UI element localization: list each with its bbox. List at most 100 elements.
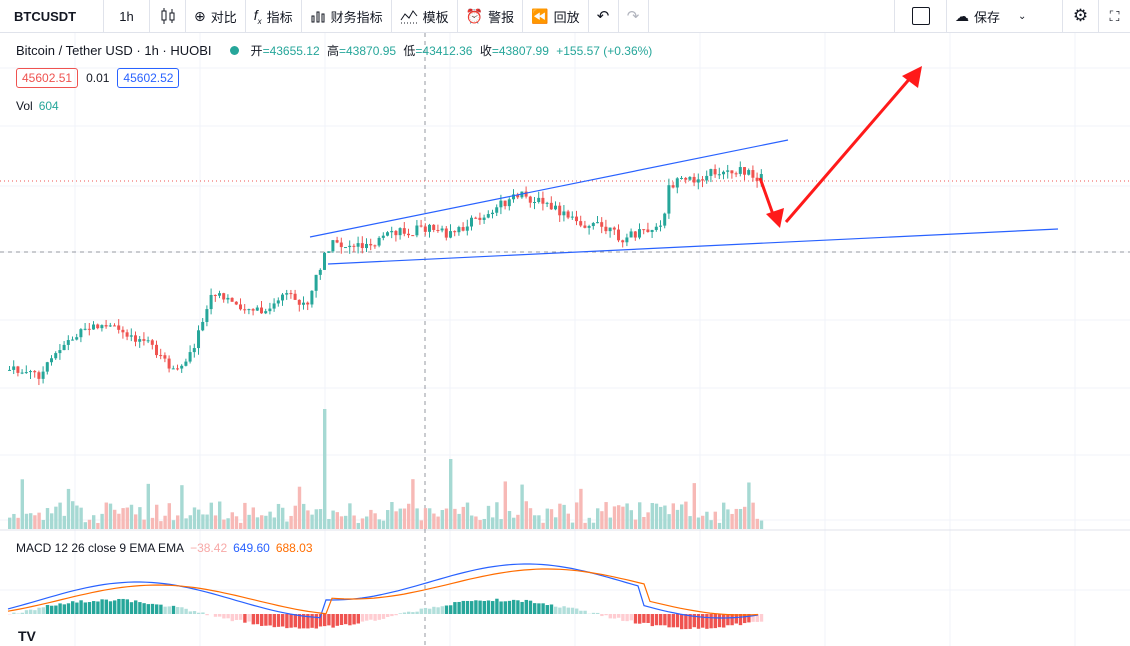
volume-bar [663, 505, 667, 529]
macd-line-value: 649.60 [233, 541, 270, 555]
volume-bar [12, 513, 16, 529]
settings-button[interactable]: ⚙ [1062, 0, 1098, 32]
macd-hist-bar [96, 601, 100, 614]
macd-hist-bar [428, 608, 432, 614]
volume-bar [255, 517, 260, 529]
layout-button[interactable] [894, 0, 946, 32]
volume-bar [457, 513, 461, 529]
candle-body [360, 243, 364, 249]
macd-hist-bar [243, 614, 247, 623]
volume-bar [243, 502, 247, 529]
macd-signal-line [7, 568, 759, 616]
candle-body [629, 231, 633, 238]
candle-body [503, 200, 507, 207]
candle-body [365, 243, 368, 249]
macd-hist-bar [121, 598, 125, 614]
candle-body [251, 309, 255, 311]
alert-button[interactable]: ⏰ 警报 [458, 0, 524, 32]
candle-body [121, 329, 125, 333]
undo-button[interactable]: ↶ [589, 0, 619, 32]
candle-body [436, 229, 440, 231]
candle-body [113, 325, 116, 327]
candle-body [659, 225, 662, 227]
macd-hist-bar [629, 614, 633, 621]
volume-bar [163, 515, 167, 529]
volume-bar [113, 509, 117, 529]
volume-bar [675, 509, 680, 529]
volume-bar [692, 483, 696, 529]
macd-hist-bar [20, 612, 24, 614]
volume-bar [41, 520, 45, 529]
volume-bar [696, 517, 701, 529]
volume-bar [713, 511, 717, 529]
candle-body [339, 242, 343, 248]
candle-body [453, 231, 457, 233]
templates-button[interactable]: 模板 [392, 0, 458, 32]
volume-bar [125, 507, 129, 529]
macd-hist-bar [234, 614, 239, 621]
volume-bar [75, 505, 79, 529]
volume-bar [478, 520, 482, 529]
macd-hist-bar [650, 614, 654, 627]
fullscreen-button[interactable]: ⛶ [1098, 0, 1130, 32]
close-value: =43807.99 [491, 44, 549, 58]
candle-body [66, 340, 70, 345]
volume-bar [96, 522, 100, 529]
macd-hist-bar [352, 614, 356, 625]
interval-button[interactable]: 1h [104, 0, 150, 32]
macd-hist-bar [659, 614, 663, 626]
symbol-search-button[interactable]: BTCUSDT [0, 0, 104, 32]
macd-hist-bar [92, 601, 96, 614]
buy-price-button[interactable]: 45602.52 [117, 68, 180, 88]
volume-value: 604 [38, 99, 59, 113]
macd-hist-bar [75, 602, 79, 614]
volume-bar [394, 511, 398, 529]
sell-price-button[interactable]: 45602.51 [16, 68, 79, 88]
candle-body [331, 240, 335, 252]
high-value: =43870.95 [338, 44, 397, 58]
redo-button[interactable]: ↷ [619, 0, 649, 32]
volume-bar [205, 514, 209, 529]
top-toolbar: BTCUSDT 1h ⊕ 对比 fx 指标 财务指标 模板 ⏰ 警报 ⏪ 回放 ↶ ↷ … [0, 0, 1130, 33]
macd-hist-bar [255, 614, 260, 625]
candle-body [398, 228, 402, 236]
macd-hist-bar [54, 605, 58, 614]
macd-signal-value: 688.03 [275, 541, 313, 555]
macd-hist-bar [176, 607, 180, 614]
candle-body [344, 247, 347, 249]
volume-bar [209, 502, 213, 529]
macd-hist-bar [751, 614, 755, 622]
candle-body [688, 176, 692, 180]
candle-body [545, 202, 549, 204]
macd-hist-bar [730, 614, 734, 626]
candle-body [125, 332, 129, 337]
candle-body [184, 361, 188, 366]
price-chart[interactable] [0, 33, 1130, 646]
financials-button[interactable]: 财务指标 [302, 0, 392, 32]
tradingview-logo: TV [18, 628, 36, 644]
compare-button[interactable]: ⊕ 对比 [186, 0, 246, 32]
candle-body [701, 179, 704, 181]
macd-hist-bar [717, 614, 722, 628]
volume-bar [533, 515, 537, 529]
replay-button[interactable]: ⏪ 回放 [523, 0, 589, 32]
volume-bar [722, 502, 726, 529]
candle-body [646, 229, 650, 233]
volume-bar [176, 515, 180, 529]
candle-body [743, 167, 746, 175]
save-button[interactable]: ☁ 保存 ⌄ [946, 0, 1062, 32]
indicators-button[interactable]: fx 指标 [246, 0, 302, 32]
macd-hist-bar [608, 614, 612, 619]
chart-type-button[interactable] [150, 0, 186, 32]
volume-bar [281, 507, 285, 529]
volume-bar [302, 503, 306, 529]
volume-bar [171, 520, 176, 529]
volume-bar [247, 514, 251, 529]
candle-body [37, 372, 41, 379]
volume-bar [58, 502, 62, 529]
macd-hist-bar [197, 612, 201, 614]
candle-body [167, 358, 171, 369]
candle-body [680, 177, 683, 179]
macd-hist-bar [142, 603, 146, 614]
volume-bar [37, 512, 41, 529]
